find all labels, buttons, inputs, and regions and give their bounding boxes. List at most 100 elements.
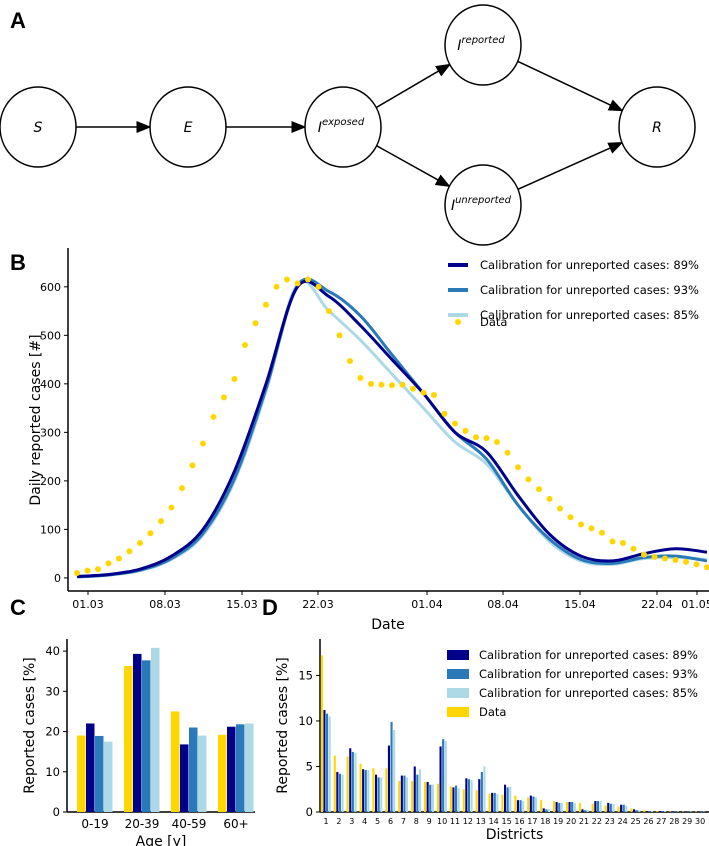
bar	[607, 802, 610, 812]
bar	[413, 766, 416, 812]
bar	[189, 727, 198, 812]
bar	[509, 786, 512, 812]
node-Irep	[444, 4, 522, 86]
bar	[452, 787, 455, 812]
bar	[390, 721, 393, 812]
bar	[151, 647, 160, 812]
bar	[648, 811, 651, 812]
bar	[424, 781, 427, 812]
bar	[227, 726, 236, 812]
y-tick-label: 10	[298, 714, 313, 728]
bar	[364, 770, 367, 812]
data-point	[651, 554, 658, 561]
bar	[403, 775, 406, 812]
y-tick-label: 20	[45, 725, 60, 739]
y-axis-label: Reported cases [%]	[275, 657, 291, 794]
bar	[418, 769, 421, 812]
data-point	[200, 440, 206, 447]
y-tick-label: 600	[40, 281, 61, 294]
bar	[584, 810, 587, 812]
bar	[555, 801, 558, 812]
y-tick-label: 200	[40, 475, 61, 488]
data-point	[336, 332, 343, 339]
data-point	[672, 556, 679, 563]
node-label-R: R	[652, 120, 662, 136]
data-point	[473, 434, 479, 441]
edge-Iunrep-R	[517, 141, 624, 191]
y-tick-label: 15	[298, 668, 313, 682]
bar	[545, 809, 548, 812]
bar	[475, 790, 478, 812]
bar	[465, 778, 468, 812]
bar	[483, 766, 486, 812]
x-tick-label: 15.04	[564, 598, 596, 611]
bar	[542, 808, 545, 812]
data-point	[242, 342, 248, 349]
data-point	[368, 380, 374, 387]
bar	[467, 779, 470, 812]
data-point	[294, 280, 301, 287]
x-tick-label: 12	[463, 817, 473, 826]
y-tick-label: 500	[40, 329, 61, 342]
legend-label: Calibration for unreported cases: 89%	[479, 648, 698, 662]
legend-swatch	[455, 319, 461, 325]
bar	[578, 802, 581, 812]
bar	[95, 735, 104, 812]
bar	[535, 797, 538, 812]
bar	[625, 805, 628, 812]
bar	[359, 763, 362, 812]
bar	[323, 710, 326, 812]
bar	[529, 795, 532, 812]
bar	[400, 775, 403, 812]
data-point	[231, 375, 238, 382]
x-tick-label: 3	[349, 817, 354, 826]
bar	[104, 741, 113, 812]
y-tick-label: 10	[45, 765, 60, 779]
node-Iexp	[304, 86, 382, 168]
legend-swatch	[447, 688, 469, 698]
data-point	[536, 486, 542, 493]
bar	[596, 801, 599, 812]
y-tick-label: 100	[40, 523, 61, 536]
data-point	[210, 413, 217, 420]
bar	[380, 777, 383, 812]
bar	[236, 724, 245, 812]
data-point	[357, 375, 364, 382]
bar	[622, 804, 625, 812]
data-point	[693, 561, 700, 568]
bar	[516, 800, 519, 812]
bar	[411, 781, 414, 812]
bar	[617, 806, 620, 812]
bar	[351, 751, 354, 812]
daily-cases-chart: 0 100 200 300 400 500 600 01.03 08.03 15.03 22.03 0…	[28, 248, 709, 633]
x-tick-label: 6	[388, 817, 393, 826]
legend-label: Calibration for unreported cases: 93%	[480, 283, 699, 297]
bar	[377, 777, 380, 812]
bar	[553, 801, 556, 812]
data-point	[410, 385, 416, 392]
bar	[198, 735, 207, 812]
bar	[571, 801, 574, 812]
bar	[540, 800, 543, 812]
bar	[338, 773, 341, 812]
node-S	[0, 86, 77, 168]
bar	[320, 655, 323, 812]
bar	[393, 730, 396, 812]
bar	[439, 746, 442, 812]
x-tick-label: 10	[437, 817, 447, 826]
node-R	[618, 86, 696, 168]
data-point	[483, 435, 490, 442]
x-tick-label: 26	[643, 817, 653, 826]
panel-label-b: B	[10, 250, 26, 275]
bar	[367, 770, 370, 812]
bar	[612, 803, 615, 812]
x-tick-label: 0-19	[81, 817, 108, 831]
bar	[604, 805, 607, 812]
bar	[599, 801, 602, 812]
bar	[651, 811, 654, 812]
bar	[349, 748, 352, 812]
data-point	[95, 566, 101, 573]
x-axis-label: Date	[371, 617, 404, 633]
